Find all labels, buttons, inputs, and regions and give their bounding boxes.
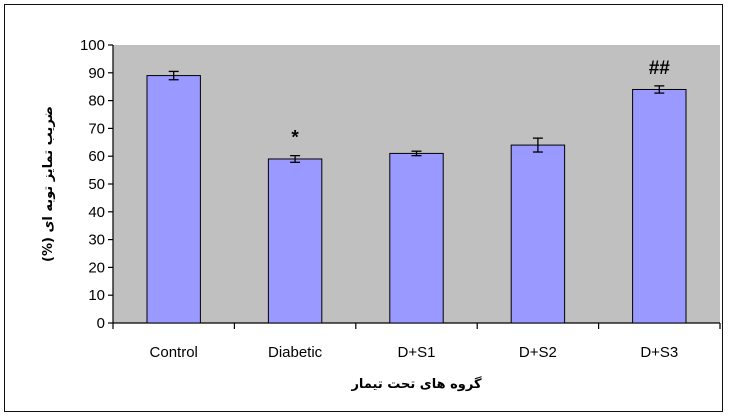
y-axis: 0 10 20 30 40 50 60 70 80 90 100 [80,37,114,332]
x-tick-label: Diabetic [268,344,323,361]
bar-d-s2 [510,144,566,324]
y-axis-title: ضریب تمایز توبه ای (%) [41,106,56,262]
x-tick-label: D+S1 [398,344,436,361]
significance-marker: ## [649,58,671,79]
bar-d-s3 [632,88,687,324]
y-tick-label: 30 [88,232,105,249]
x-tick-label: D+S2 [519,344,557,361]
significance-marker: * [291,128,299,149]
y-tick-label: 90 [88,65,105,82]
x-axis: Control Diabetic D+S1 D+S2 D+S3 [112,322,721,361]
bar-control [146,75,201,324]
y-tick-label: 40 [88,204,105,221]
y-tick-label: 70 [88,120,105,137]
x-axis-title: گروه های تحت تیمار [350,376,482,392]
x-tick-label: Control [150,344,198,361]
y-tick-label: 60 [88,148,105,165]
x-tick-label: D+S3 [640,344,678,361]
y-tick-label: 20 [88,259,105,276]
bar-series: * ## [146,58,687,324]
y-tick-label: 50 [88,176,105,193]
bar-diabetic [267,158,323,324]
bar-d-s1 [389,152,444,324]
y-tick-label: 80 [88,93,105,110]
y-tick-label: 10 [88,287,105,304]
y-tick-label: 100 [80,37,105,54]
y-tick-label: 0 [97,315,105,332]
